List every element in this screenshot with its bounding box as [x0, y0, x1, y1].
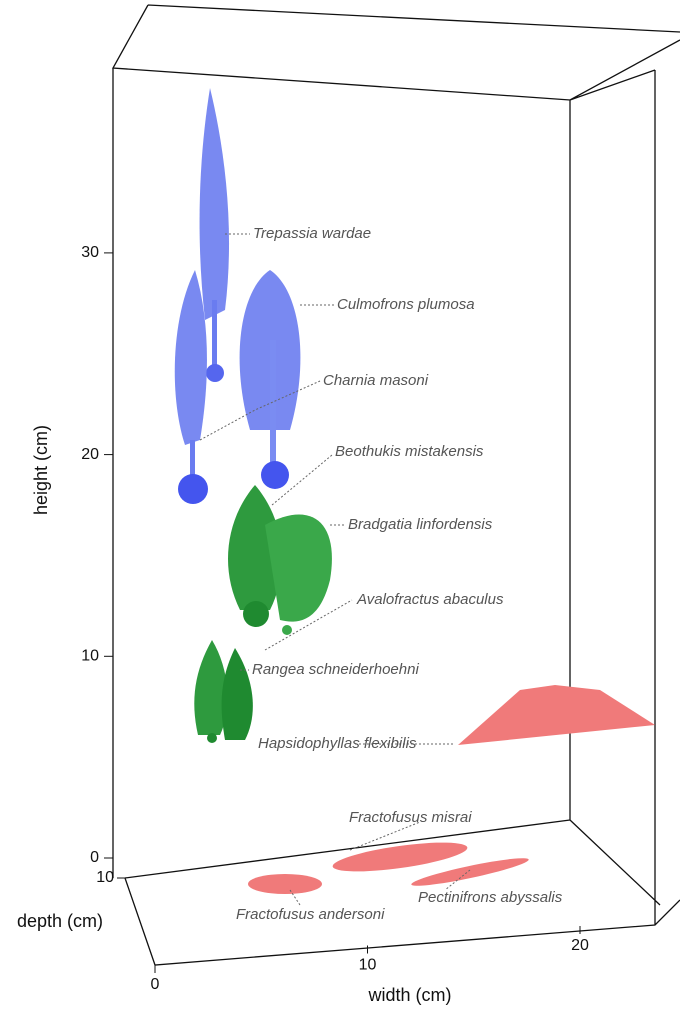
height-axis-label: height (cm) [31, 425, 51, 515]
species-labels: Trepassia wardae Culmofrons plumosa Char… [236, 225, 563, 923]
width-tick-label: 20 [571, 937, 589, 954]
species-label: Pectinifrons abyssalis [418, 889, 563, 906]
species-label: Rangea schneiderhoehni [252, 661, 419, 678]
species-label: Trepassia wardae [253, 225, 371, 242]
height-tick-label: 10 [81, 648, 99, 665]
depth-axis-label: depth (cm) [17, 911, 103, 931]
species-label: Culmofrons plumosa [337, 296, 475, 313]
species-label: Hapsidophyllas flexibilis [258, 735, 417, 752]
width-axis-label: width (cm) [367, 985, 451, 1005]
width-tick-label: 10 [359, 957, 377, 974]
species-label: Bradgatia linfordensis [348, 516, 493, 533]
leaders [199, 233, 471, 906]
width-tick-label: 0 [151, 976, 160, 993]
species-label: Fractofusus misrai [349, 809, 472, 826]
organisms [174, 88, 655, 894]
box [111, 4, 680, 966]
depth-tick-label: 10 [96, 869, 114, 886]
height-tick-label: 0 [90, 849, 99, 866]
species-label: Fractofusus andersoni [236, 906, 385, 923]
height-tick-label: 30 [81, 244, 99, 261]
species-label: Charnia masoni [323, 372, 429, 389]
species-label: Avalofractus abaculus [356, 591, 504, 608]
height-tick-label: 20 [81, 446, 99, 463]
species-label: Beothukis mistakensis [335, 443, 484, 460]
